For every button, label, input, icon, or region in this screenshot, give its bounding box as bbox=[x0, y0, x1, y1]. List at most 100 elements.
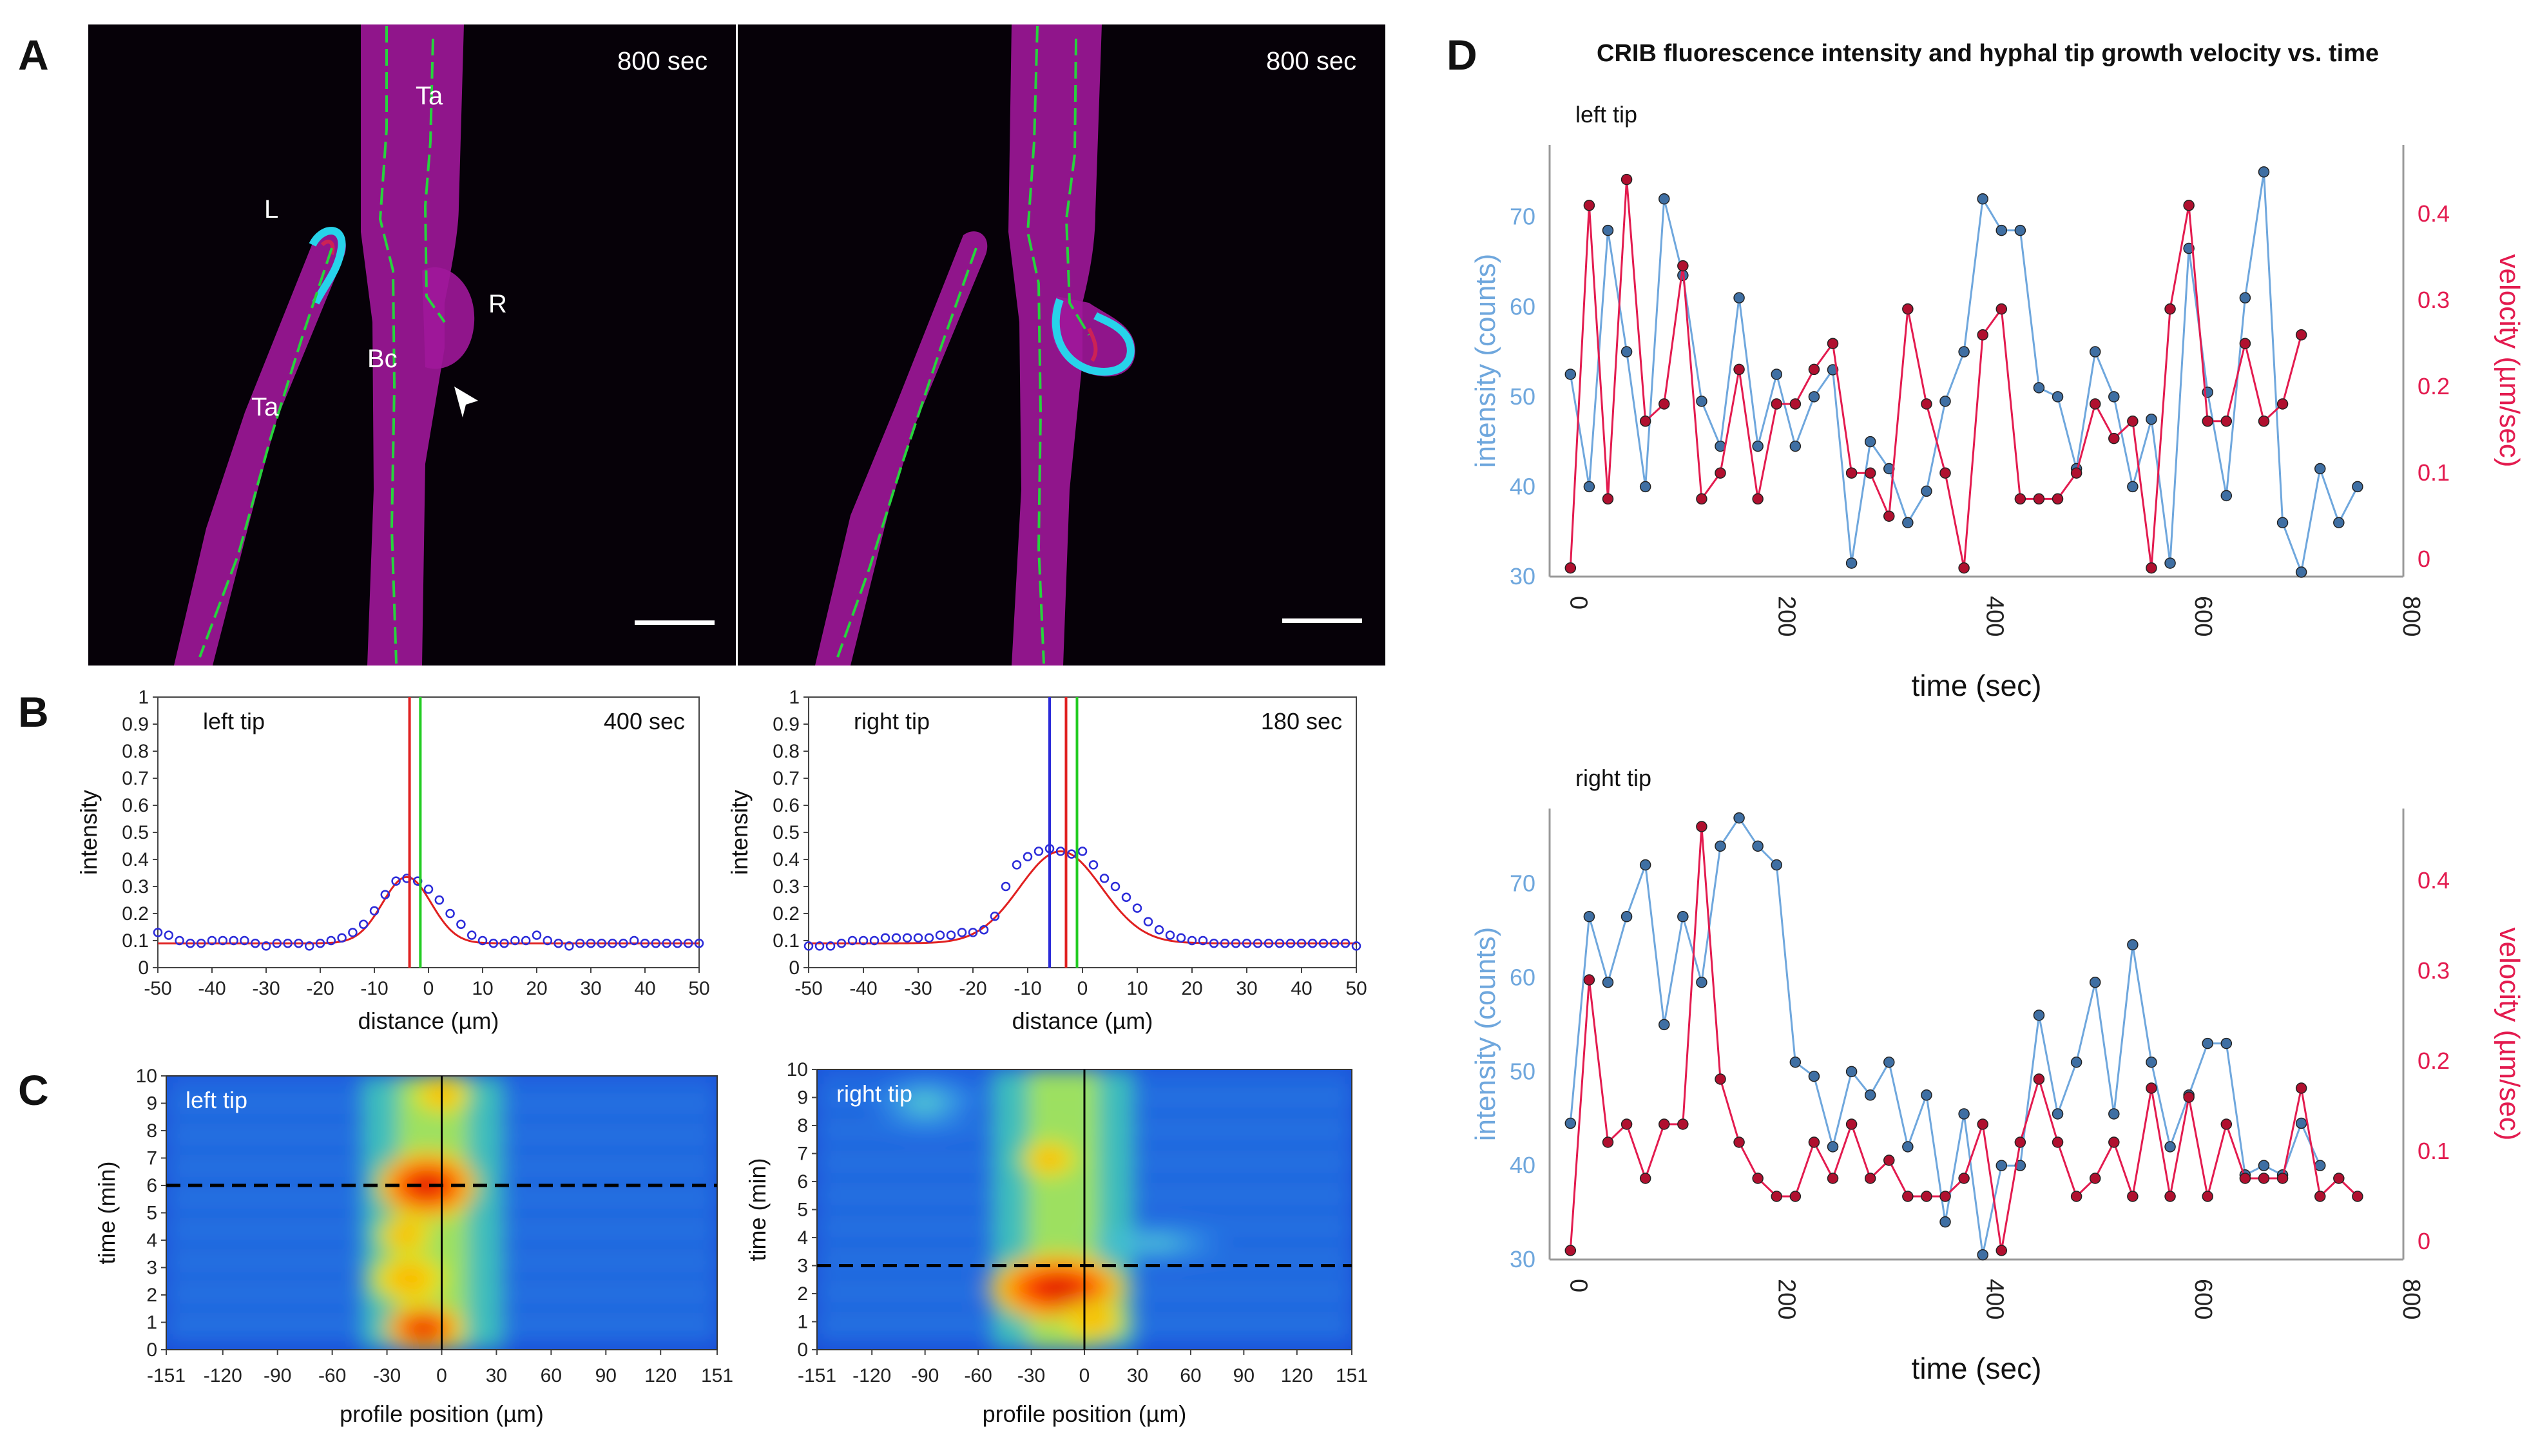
intensity-point bbox=[1789, 1057, 1802, 1068]
velocity-point bbox=[1677, 1118, 1689, 1130]
subplot-title: right tip bbox=[1575, 765, 1651, 791]
data-point bbox=[510, 935, 520, 946]
y-tick-label: 0.4 bbox=[773, 849, 800, 870]
x-tick-label: 0 bbox=[1079, 1365, 1090, 1386]
intensity-point bbox=[2164, 1141, 2176, 1153]
velocity-point bbox=[2202, 416, 2213, 427]
data-point bbox=[891, 933, 901, 943]
velocity-point bbox=[2220, 1118, 2233, 1130]
data-point bbox=[466, 930, 477, 940]
velocity-point bbox=[1715, 1073, 1726, 1085]
velocity-point bbox=[1639, 416, 1651, 427]
x-tick-label: 20 bbox=[1181, 978, 1202, 999]
velocity-point bbox=[1883, 510, 1895, 522]
data-point bbox=[337, 933, 347, 943]
y-tick-label: 9 bbox=[797, 1087, 808, 1109]
y-axis-label: time (min) bbox=[93, 1162, 120, 1265]
velocity-line bbox=[1569, 826, 2358, 1251]
intensity-point bbox=[2239, 292, 2251, 304]
data-point bbox=[521, 935, 531, 946]
y-tick-label: 1 bbox=[789, 687, 800, 708]
intensity-point bbox=[1808, 1070, 1820, 1082]
velocity-point bbox=[2295, 329, 2307, 341]
velocity-point bbox=[2183, 200, 2195, 211]
velocity-point bbox=[1921, 1191, 1932, 1202]
intensity-point bbox=[2258, 1160, 2270, 1171]
data-point bbox=[196, 938, 206, 948]
x-tick-label: 30 bbox=[1236, 978, 1257, 999]
panel-label-B: B bbox=[18, 688, 49, 736]
y-tick-label: 1 bbox=[146, 1312, 157, 1334]
x-tick-label: -30 bbox=[373, 1365, 401, 1386]
y-tick-label: 50 bbox=[1510, 1058, 1535, 1084]
panel-label-D: D bbox=[1447, 31, 1477, 79]
y-tick-label: 0.4 bbox=[122, 849, 149, 870]
intensity-point bbox=[2033, 1010, 2045, 1021]
tip-outline-left bbox=[309, 227, 346, 305]
velocity-point bbox=[2089, 1173, 2101, 1184]
x-axis-label: time (sec) bbox=[1912, 1352, 2042, 1385]
data-point bbox=[499, 938, 509, 948]
y-tick-label: 0 bbox=[797, 1339, 808, 1361]
data-point bbox=[1296, 938, 1307, 948]
data-point bbox=[1274, 938, 1285, 948]
y2-axis-label: velocity (µm/sec) bbox=[2494, 254, 2525, 468]
data-point bbox=[1231, 938, 1241, 948]
x-tick-label: -60 bbox=[964, 1365, 992, 1386]
velocity-point bbox=[1995, 1245, 2008, 1256]
data-point bbox=[1001, 881, 1011, 892]
intensity-point bbox=[1864, 1089, 1876, 1101]
y-tick-label: 40 bbox=[1510, 473, 1535, 499]
plot-frame bbox=[157, 696, 700, 968]
data-point bbox=[380, 890, 390, 899]
data-point bbox=[1121, 892, 1131, 903]
data-point bbox=[1110, 881, 1120, 892]
y-tick-label: 70 bbox=[1510, 204, 1535, 230]
y-tick-label: 6 bbox=[146, 1175, 157, 1196]
velocity-point bbox=[1921, 398, 1932, 410]
data-point bbox=[294, 938, 303, 948]
x-tick-label: 60 bbox=[541, 1365, 562, 1386]
data-point bbox=[326, 935, 336, 946]
intensity-point bbox=[1583, 910, 1595, 923]
profile-plot-right: 0 0.1 0.2 0.3 0.4 0.5 0.6 0.7 0.8 0.9 1 -50 -40 -30 -2… bbox=[726, 687, 1367, 1034]
data-point bbox=[1176, 933, 1186, 943]
velocity-point bbox=[1715, 467, 1726, 479]
velocity-point bbox=[2239, 1173, 2251, 1184]
x-tick-label: 200 bbox=[1773, 1279, 1800, 1319]
x-tick-label: 40 bbox=[634, 978, 655, 999]
x-tick-label: 50 bbox=[1345, 978, 1367, 999]
velocity-point bbox=[2295, 1082, 2307, 1094]
intensity-point bbox=[1620, 346, 1633, 358]
data-point bbox=[968, 928, 978, 937]
data-point bbox=[369, 906, 380, 916]
data-point bbox=[1187, 935, 1197, 946]
intensity-point bbox=[1639, 859, 1651, 871]
data-point bbox=[1198, 935, 1208, 946]
x-tick-label: 120 bbox=[644, 1365, 677, 1386]
x-tick-label: -120 bbox=[204, 1365, 242, 1386]
data-point bbox=[1132, 903, 1142, 913]
data-point bbox=[229, 935, 238, 946]
velocity-point bbox=[1827, 338, 1839, 349]
x-tick-label: -50 bbox=[794, 978, 822, 999]
panel-D-title: CRIB fluorescence intensity and hyphal t… bbox=[1597, 40, 2379, 67]
y-tick-label: 4 bbox=[797, 1227, 808, 1249]
heatmap-hotspot bbox=[1077, 1223, 1233, 1263]
velocity-point bbox=[1752, 1173, 1764, 1184]
data-point bbox=[477, 935, 488, 946]
data-point bbox=[1088, 860, 1099, 870]
intensity-point bbox=[1845, 1066, 1858, 1078]
data-point bbox=[597, 938, 607, 948]
y-tick-label: 2 bbox=[797, 1283, 808, 1305]
intensity-point bbox=[2220, 490, 2233, 502]
plot-title: right tip bbox=[854, 708, 930, 734]
y2-tick-label: 0 bbox=[2418, 1228, 2430, 1254]
data-point bbox=[283, 938, 293, 948]
intensity-point bbox=[2314, 463, 2326, 475]
intensity-point bbox=[1902, 1141, 1914, 1153]
data-point bbox=[858, 935, 869, 946]
label-Ta-bottom: Ta bbox=[251, 393, 279, 421]
intensity-point bbox=[1845, 557, 1858, 569]
intensity-point bbox=[2127, 481, 2139, 493]
